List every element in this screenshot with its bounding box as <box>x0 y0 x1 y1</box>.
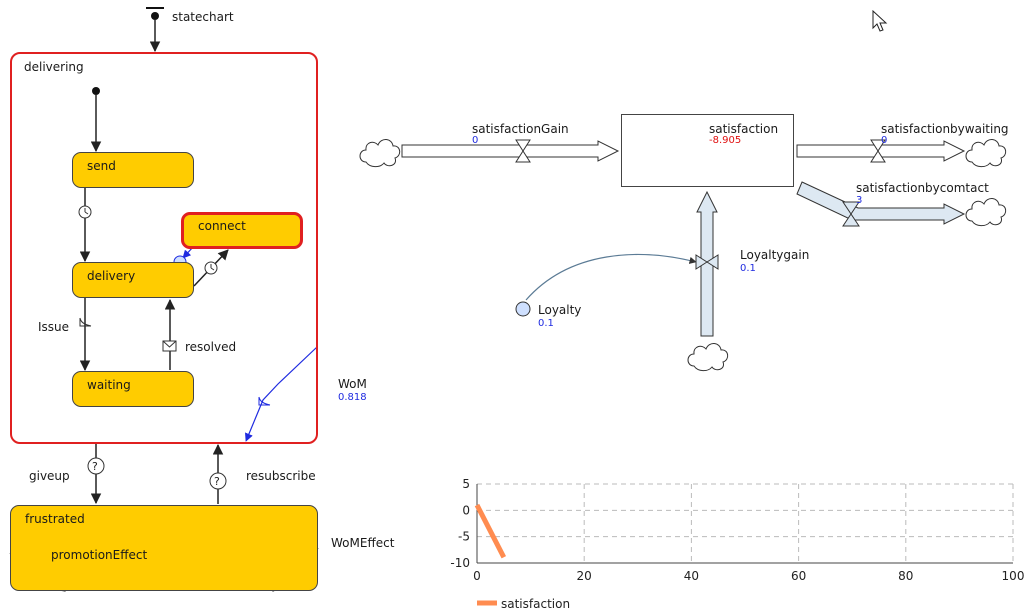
chart-x-tick-label: 0 <box>473 569 481 583</box>
chart-series-line <box>477 505 504 557</box>
chart-series <box>477 505 504 557</box>
chart-grid <box>477 484 1013 563</box>
chart-ticks: 0 20 40 60 80 100 5 0 -5 -10 <box>450 477 1024 583</box>
chart-legend-label: satisfaction <box>501 597 570 611</box>
chart-x-tick-label: 40 <box>684 569 699 583</box>
chart-x-tick-label: 60 <box>791 569 806 583</box>
chart-axes <box>477 484 1013 563</box>
chart-x-tick-label: 20 <box>577 569 592 583</box>
chart-y-tick-label: 5 <box>462 477 470 491</box>
chart-x-tick-label: 80 <box>898 569 913 583</box>
chart-y-tick-label: -10 <box>450 556 470 570</box>
chart-y-tick-label: -5 <box>458 530 470 544</box>
chart-y-tick-label: 0 <box>462 503 470 517</box>
chart-x-tick-label: 100 <box>1002 569 1025 583</box>
chart-legend: satisfaction <box>477 597 570 611</box>
